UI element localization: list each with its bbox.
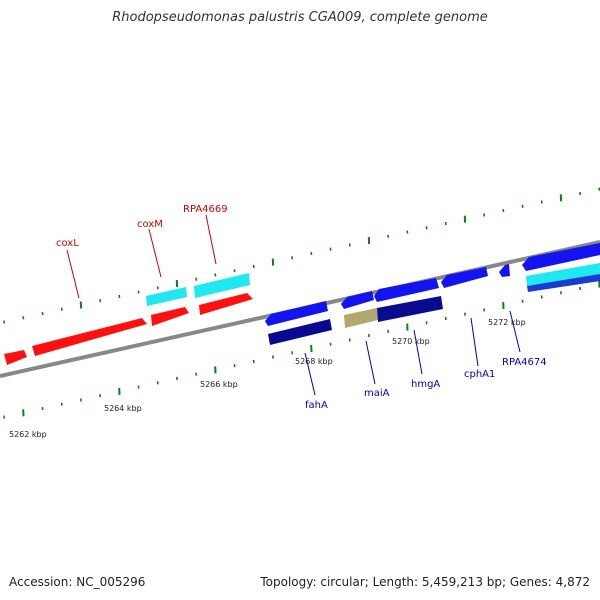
scale-label: 5264 kbp [104, 404, 142, 413]
gene-feature-cphA1[interactable] [441, 267, 488, 288]
gene-feature[interactable] [4, 350, 27, 365]
rna-feature-rpa4669[interactable] [194, 273, 250, 298]
gene-feature-rpa4669[interactable] [199, 293, 253, 315]
gene-feature-coxL[interactable] [32, 318, 147, 356]
reverse-features [265, 243, 600, 345]
rna-feature[interactable] [527, 274, 600, 292]
reverse-label-leaders [304, 310, 521, 396]
scale-label: 5272 kbp [488, 318, 526, 327]
gene-label-cphA1[interactable]: cphA1 [464, 369, 495, 380]
rna-feature-rpa4674[interactable] [526, 263, 600, 286]
scale-label: 5270 kbp [392, 337, 430, 346]
gene-label-maiA[interactable]: maiA [364, 388, 390, 399]
gene-feature[interactable] [499, 264, 510, 277]
forward-label-leaders [66, 214, 217, 299]
scale-label: 5266 kbp [200, 380, 238, 389]
gene-label-coxM[interactable]: coxM [137, 219, 163, 230]
reverse-gene-labels: fahA maiA hmgA cphA1 RPA4674 [305, 357, 547, 411]
rna-feature-coxM[interactable] [146, 287, 187, 306]
gene-feature-fahA[interactable] [265, 301, 328, 326]
gene-feature-maiA[interactable] [341, 291, 374, 309]
gene-feature-rpa4674[interactable] [522, 243, 600, 271]
scale-label: 5268 kbp [295, 357, 333, 366]
gene-feature-coxM[interactable] [151, 307, 189, 326]
gene-label-fahA[interactable]: fahA [305, 400, 328, 411]
scale-label: 5262 kbp [9, 430, 47, 439]
gene-label-hmgA[interactable]: hmgA [411, 379, 440, 390]
scale-labels: 5262 kbp 5264 kbp 5266 kbp 5268 kbp 5270… [9, 318, 526, 439]
forward-gene-labels: coxL coxM RPA4669 [56, 204, 228, 249]
gene-label-rpa4669[interactable]: RPA4669 [183, 204, 228, 215]
gene-feature-hmgA[interactable] [374, 278, 439, 302]
rna-feature-hmgA[interactable] [377, 296, 443, 322]
map-title: Rhodopseudomonas palustris CGA009, compl… [112, 10, 488, 25]
gene-label-rpa4674[interactable]: RPA4674 [502, 357, 547, 368]
topology-text: Topology: circular; Length: 5,459,213 bp… [260, 575, 590, 589]
rna-feature-fahA[interactable] [268, 319, 332, 345]
other-feature-maiA[interactable] [344, 308, 378, 328]
forward-features [4, 273, 253, 365]
reverse-tick-row [3, 280, 600, 419]
accession-text: Accession: NC_005296 [9, 575, 146, 589]
forward-tick-row [3, 187, 600, 324]
gene-label-coxL[interactable]: coxL [56, 238, 79, 249]
